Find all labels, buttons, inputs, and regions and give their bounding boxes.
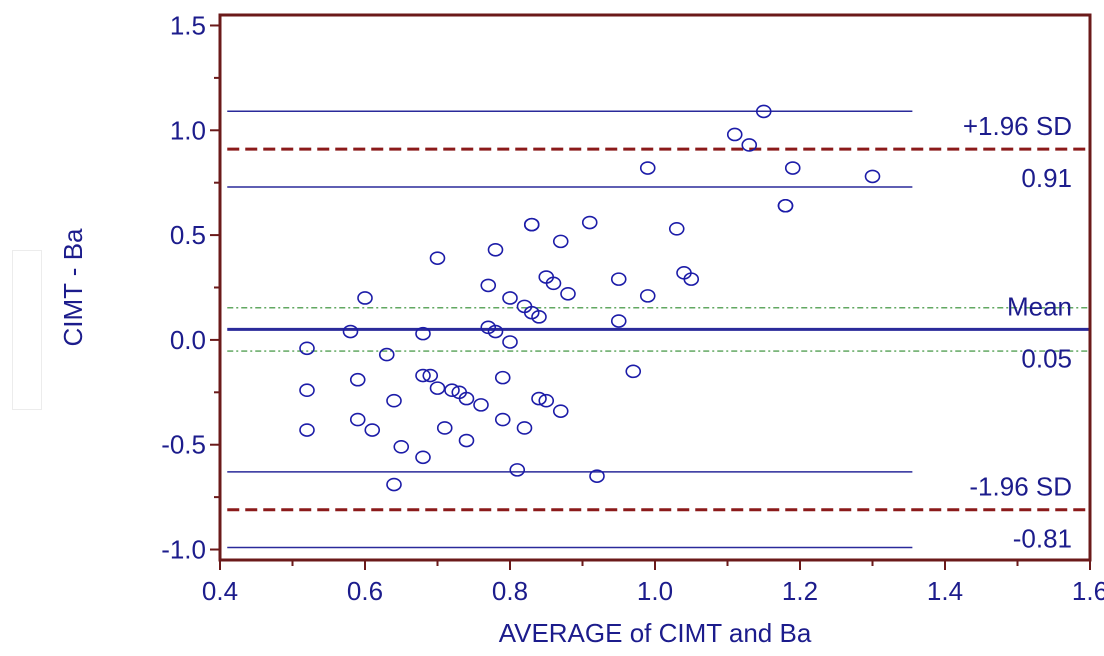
data-point bbox=[494, 412, 511, 427]
side-panel bbox=[12, 250, 42, 410]
x-tick-label: 1.6 bbox=[1072, 576, 1104, 606]
data-point bbox=[429, 251, 446, 265]
data-point bbox=[639, 161, 656, 175]
data-point bbox=[726, 127, 743, 142]
data-point bbox=[444, 383, 460, 398]
y-tick-label: 0.5 bbox=[170, 220, 206, 250]
mean-label: Mean bbox=[1007, 291, 1072, 321]
data-point bbox=[864, 169, 881, 184]
mean-value: 0.05 bbox=[1021, 343, 1072, 373]
data-point bbox=[415, 450, 431, 465]
upper-loa-label: +1.96 SD bbox=[963, 111, 1072, 141]
data-point bbox=[458, 391, 475, 406]
y-axis-label: CIMT - Ba bbox=[58, 228, 88, 347]
y-tick-label: -0.5 bbox=[161, 430, 206, 460]
data-point bbox=[386, 393, 402, 408]
data-point bbox=[386, 477, 402, 492]
data-point bbox=[422, 368, 439, 383]
data-point bbox=[299, 423, 315, 437]
lower-loa-value: -0.81 bbox=[1013, 524, 1072, 554]
data-point bbox=[349, 372, 366, 387]
data-point bbox=[545, 276, 562, 291]
data-point bbox=[429, 381, 446, 395]
data-point bbox=[299, 383, 315, 398]
lower-loa-label: -1.96 SD bbox=[969, 472, 1072, 502]
data-point bbox=[516, 421, 533, 435]
data-point bbox=[494, 370, 511, 385]
data-point bbox=[755, 104, 772, 119]
data-point bbox=[415, 326, 431, 341]
data-point bbox=[560, 286, 576, 301]
y-tick-label: 1.0 bbox=[170, 115, 206, 145]
data-point bbox=[523, 217, 540, 232]
x-tick-label: 0.8 bbox=[492, 576, 528, 606]
data-point bbox=[480, 278, 497, 293]
data-point bbox=[538, 393, 555, 408]
plot-frame bbox=[218, 13, 1092, 562]
data-point bbox=[349, 412, 366, 427]
data-point bbox=[364, 423, 381, 437]
data-point bbox=[552, 404, 569, 418]
x-tick-label: 0.6 bbox=[347, 576, 383, 606]
data-point bbox=[299, 341, 315, 356]
data-point bbox=[458, 433, 475, 448]
x-axis-label: AVERAGE of CIMT and Ba bbox=[499, 618, 812, 648]
upper-loa-value: 0.91 bbox=[1021, 163, 1072, 193]
y-tick-label: 0.0 bbox=[170, 325, 206, 355]
data-point bbox=[509, 463, 526, 477]
data-point bbox=[393, 440, 410, 454]
data-point bbox=[415, 368, 431, 383]
data-point bbox=[610, 314, 627, 328]
y-tick-label: -1.0 bbox=[161, 535, 206, 565]
data-point bbox=[741, 138, 758, 152]
x-tick-label: 0.4 bbox=[202, 576, 238, 606]
data-point bbox=[378, 347, 395, 362]
x-tick-label: 1.2 bbox=[782, 576, 818, 606]
data-point bbox=[436, 421, 453, 435]
x-tick-label: 1.0 bbox=[637, 576, 673, 606]
data-point bbox=[502, 291, 518, 305]
data-point bbox=[683, 272, 700, 286]
data-point bbox=[610, 272, 627, 286]
data-point bbox=[531, 310, 547, 324]
y-tick-label: 1.5 bbox=[170, 10, 206, 40]
data-point bbox=[357, 291, 373, 305]
data-point bbox=[589, 469, 605, 483]
data-point bbox=[342, 324, 359, 339]
data-point bbox=[625, 364, 642, 379]
data-point bbox=[473, 398, 489, 412]
data-point bbox=[784, 161, 801, 175]
data-point bbox=[502, 335, 518, 349]
data-point bbox=[668, 222, 685, 236]
data-point bbox=[487, 242, 504, 257]
data-point bbox=[639, 289, 656, 303]
data-point bbox=[552, 234, 569, 249]
data-point bbox=[777, 198, 794, 213]
data-point bbox=[487, 324, 504, 339]
data-point bbox=[531, 391, 547, 406]
data-point bbox=[581, 215, 598, 230]
x-tick-label: 1.4 bbox=[927, 576, 963, 606]
